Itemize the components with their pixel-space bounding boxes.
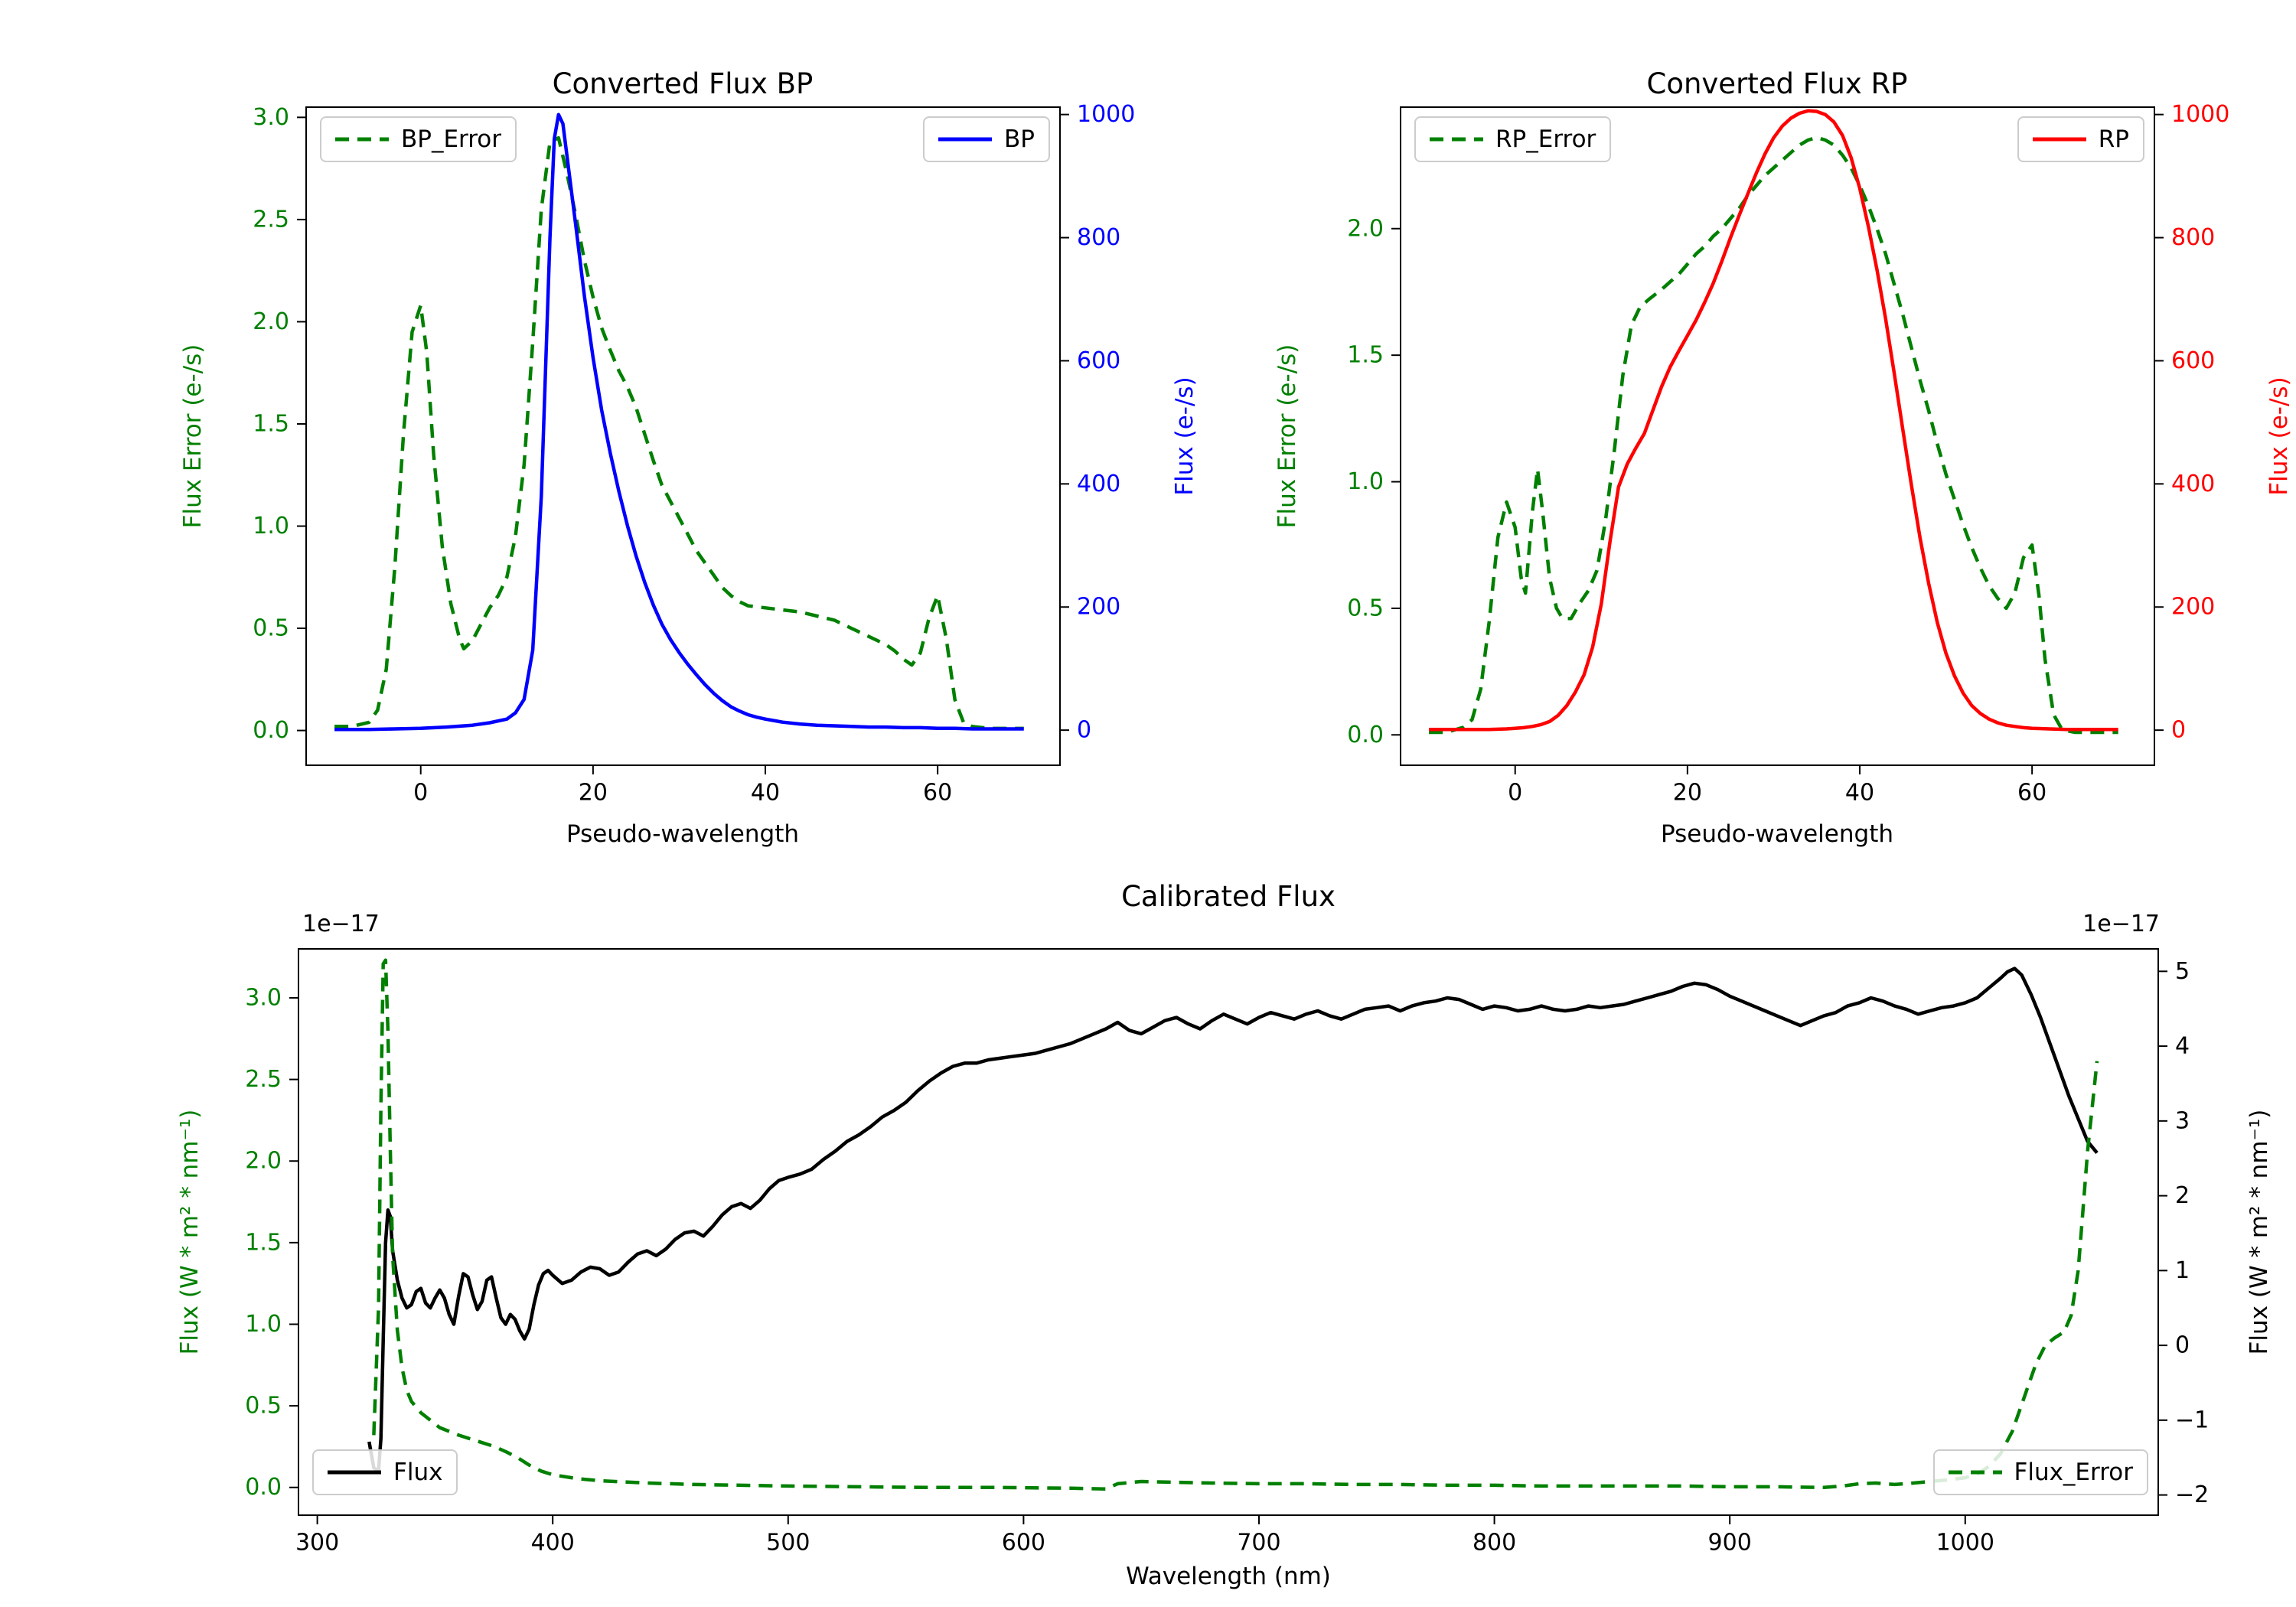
right-tick-label: 0 [2171, 717, 2186, 744]
left-tick-label: 0.0 [1347, 722, 1384, 748]
x-tick-label: 0 [1508, 780, 1522, 807]
rp-line [1429, 109, 2118, 732]
xlabel-rp: Pseudo-wavelength [1660, 820, 1894, 848]
dashed-line-icon [1430, 137, 1483, 142]
legend-rp: RP [2017, 116, 2144, 162]
x-tick-label: 600 [1002, 1530, 1045, 1556]
left-tick-label: 3.0 [253, 104, 289, 131]
legend-bp: BP [923, 116, 1050, 162]
bp-error-line [334, 135, 1024, 731]
x-tick-label: 1000 [1936, 1530, 1994, 1556]
left-tick-label: 0.0 [253, 717, 289, 744]
ylabel-rp-left: Flux Error (e-/s) [1274, 344, 1301, 529]
xlabel-bp: Pseudo-wavelength [566, 820, 800, 848]
left-tick-label: 1.0 [245, 1311, 282, 1338]
legend-label-rp: RP [2098, 125, 2129, 153]
xlabel-calibrated: Wavelength (nm) [1126, 1563, 1331, 1590]
solid-line-icon [2032, 137, 2086, 142]
right-tick-label: 5 [2175, 958, 2190, 985]
left-tick-label: 2.0 [1347, 215, 1384, 242]
dashed-line-icon [335, 137, 389, 142]
x-tick-label: 300 [295, 1530, 339, 1556]
ylabel-rp-right: Flux (e-/s) [2265, 376, 2293, 496]
left-tick-label: 3.0 [245, 984, 282, 1011]
legend-bp-error: BP_Error [320, 116, 517, 162]
right-tick-label: −1 [2175, 1407, 2209, 1433]
left-tick-label: 1.5 [1347, 342, 1384, 369]
flux-error-line [372, 958, 2099, 1491]
x-tick-label: 20 [1673, 780, 1702, 807]
left-tick-label: 1.5 [253, 410, 289, 437]
right-tick-label: 800 [1077, 224, 1120, 251]
legend-label-bp-error: BP_Error [401, 125, 502, 153]
ylabel-bp-left: Flux Error (e-/s) [179, 344, 207, 529]
legend-flux: Flux [312, 1449, 458, 1495]
left-tick-label: 2.5 [245, 1066, 282, 1093]
left-tick-label: 2.5 [253, 206, 289, 233]
right-tick-label: 200 [1077, 594, 1120, 621]
right-tick-label: 600 [2171, 347, 2215, 374]
right-tick-label: 1000 [1077, 101, 1135, 128]
x-tick-label: 500 [766, 1530, 810, 1556]
ylabel-calibrated-left: Flux (W * m² * nm⁻¹) [176, 1109, 204, 1355]
left-tick-label: 0.5 [253, 615, 289, 642]
left-tick-label: 2.0 [253, 308, 289, 335]
chart-title-rp: Converted Flux RP [1646, 67, 1908, 100]
x-tick-label: 60 [923, 780, 952, 807]
right-tick-label: 3 [2175, 1107, 2190, 1134]
chart-title-bp: Converted Flux BP [552, 67, 814, 100]
right-tick-label: 0 [1077, 717, 1091, 744]
left-tick-label: 2.0 [245, 1148, 282, 1175]
x-tick-label: 40 [751, 780, 780, 807]
right-tick-label: 1000 [2171, 101, 2229, 128]
right-tick-label: −2 [2175, 1482, 2209, 1508]
right-tick-label: 0 [2175, 1332, 2190, 1359]
right-tick-label: 400 [1077, 471, 1120, 497]
solid-line-icon [938, 137, 993, 142]
chart-title-calibrated: Calibrated Flux [1121, 880, 1336, 913]
axes-box [298, 948, 2159, 1516]
offset-text-left: 1e−17 [302, 911, 380, 937]
legend-label-rp-error: RP_Error [1495, 125, 1596, 153]
legend-label-bp: BP [1004, 125, 1035, 153]
left-tick-label: 0.5 [1347, 595, 1384, 621]
left-tick-label: 1.0 [1347, 468, 1384, 495]
left-tick-label: 1.5 [245, 1229, 282, 1256]
ylabel-calibrated-right: Flux (W * m² * nm⁻¹) [2245, 1109, 2273, 1355]
axes-box [1400, 106, 2155, 766]
right-tick-label: 400 [2171, 471, 2215, 497]
axes-box [305, 106, 1061, 766]
ylabel-bp-right: Flux (e-/s) [1171, 376, 1199, 496]
left-tick-label: 0.0 [245, 1474, 282, 1501]
left-tick-label: 1.0 [253, 513, 289, 539]
x-tick-label: 40 [1845, 780, 1874, 807]
right-tick-label: 1 [2175, 1257, 2190, 1284]
rp-error-line [1429, 135, 2118, 735]
x-tick-label: 800 [1473, 1530, 1516, 1556]
left-tick-label: 0.5 [245, 1393, 282, 1420]
x-tick-label: 0 [413, 780, 428, 807]
x-tick-label: 400 [531, 1530, 575, 1556]
legend-label-flux: Flux [393, 1459, 443, 1486]
dashed-line-icon [1948, 1470, 2002, 1475]
right-tick-label: 4 [2175, 1033, 2190, 1060]
right-tick-label: 800 [2171, 224, 2215, 251]
flux-line [367, 966, 2099, 1473]
offset-text-right: 1e−17 [2082, 911, 2160, 937]
right-tick-label: 600 [1077, 347, 1120, 374]
legend-rp-error: RP_Error [1414, 116, 1612, 162]
x-tick-label: 700 [1237, 1530, 1280, 1556]
legend-flux-error: Flux_Error [1932, 1449, 2148, 1495]
legend-label-flux-error: Flux_Error [2014, 1459, 2134, 1486]
solid-line-icon [328, 1470, 381, 1475]
right-tick-label: 200 [2171, 594, 2215, 621]
right-tick-label: 2 [2175, 1182, 2190, 1209]
x-tick-label: 60 [2017, 780, 2047, 807]
x-tick-label: 20 [579, 780, 608, 807]
x-tick-label: 900 [1708, 1530, 1752, 1556]
bp-line [334, 112, 1024, 732]
